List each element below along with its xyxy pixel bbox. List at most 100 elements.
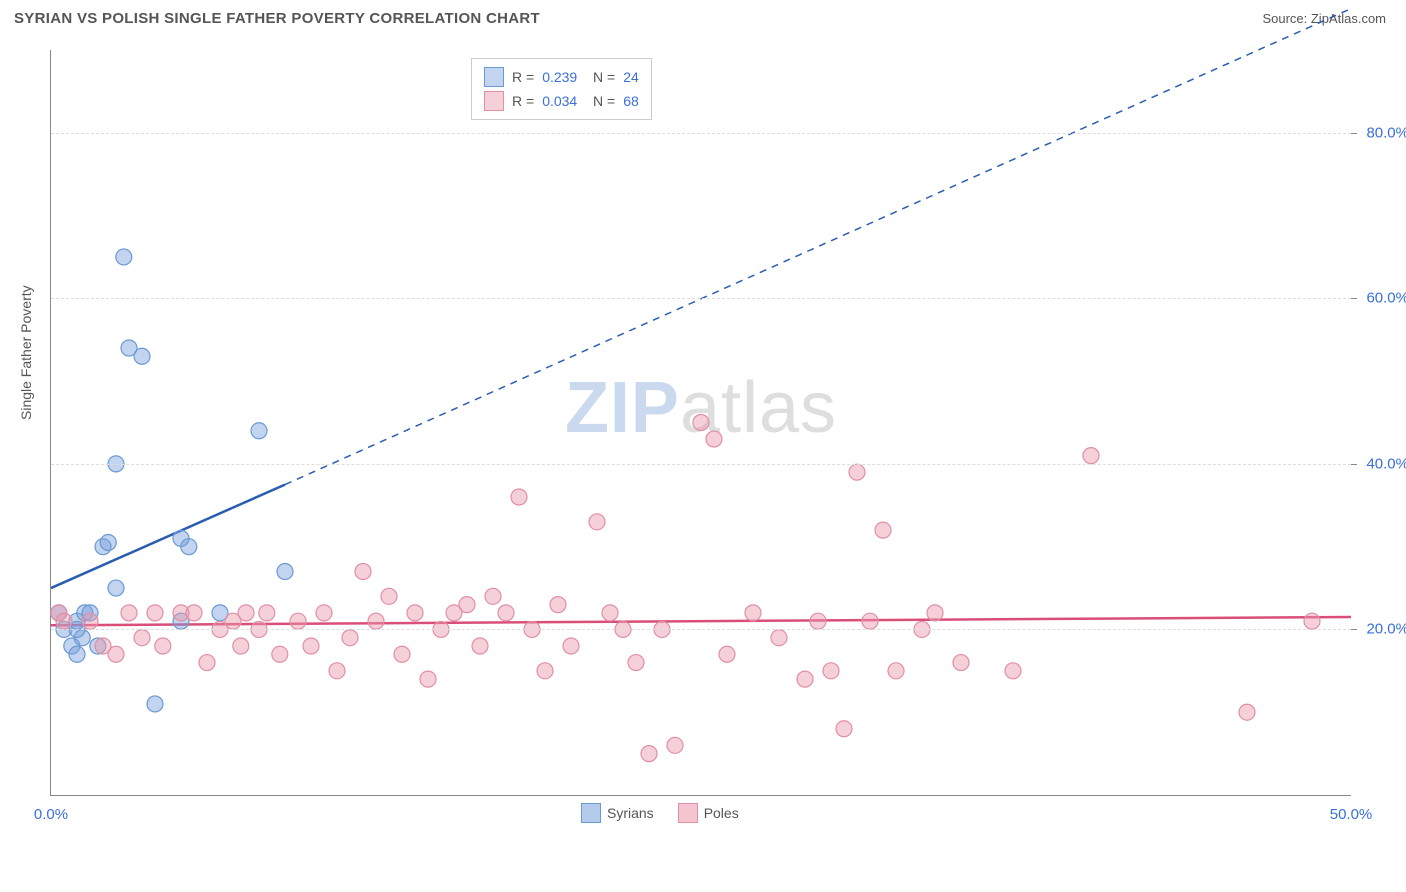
x-tick-label: 50.0% bbox=[1330, 806, 1373, 823]
data-point bbox=[100, 535, 116, 551]
swatch-syrians bbox=[484, 67, 504, 87]
data-point bbox=[303, 638, 319, 654]
chart-title: SYRIAN VS POLISH SINGLE FATHER POVERTY C… bbox=[14, 10, 540, 27]
data-point bbox=[368, 613, 384, 629]
chart-source: Source: ZipAtlas.com bbox=[1262, 11, 1386, 26]
chart-header: SYRIAN VS POLISH SINGLE FATHER POVERTY C… bbox=[0, 0, 1406, 33]
y-tick-label: 80.0% bbox=[1366, 124, 1406, 141]
r-value-syrians: 0.239 bbox=[542, 69, 577, 85]
data-point bbox=[355, 564, 371, 580]
data-point bbox=[745, 605, 761, 621]
data-point bbox=[875, 522, 891, 538]
data-point bbox=[420, 671, 436, 687]
chart-plot-area: ZIPatlas R = 0.239 N = 24 R = 0.034 N = … bbox=[50, 50, 1351, 796]
legend-label-poles: Poles bbox=[704, 805, 739, 821]
data-point bbox=[155, 638, 171, 654]
data-point bbox=[810, 613, 826, 629]
gridline bbox=[51, 464, 1351, 465]
data-point bbox=[953, 655, 969, 671]
gridline bbox=[51, 133, 1351, 134]
data-point bbox=[1304, 613, 1320, 629]
data-point bbox=[381, 588, 397, 604]
data-point bbox=[498, 605, 514, 621]
n-value-syrians: 24 bbox=[623, 69, 639, 85]
data-point bbox=[259, 605, 275, 621]
data-point bbox=[56, 613, 72, 629]
data-point bbox=[836, 721, 852, 737]
data-point bbox=[108, 646, 124, 662]
data-point bbox=[69, 646, 85, 662]
data-point bbox=[238, 605, 254, 621]
data-point bbox=[719, 646, 735, 662]
data-point bbox=[121, 605, 137, 621]
y-axis-label: Single Father Poverty bbox=[18, 285, 34, 420]
data-point bbox=[1239, 704, 1255, 720]
data-point bbox=[1083, 448, 1099, 464]
data-point bbox=[108, 580, 124, 596]
data-point bbox=[602, 605, 618, 621]
scatter-svg bbox=[51, 50, 1351, 795]
data-point bbox=[472, 638, 488, 654]
data-point bbox=[147, 696, 163, 712]
data-point bbox=[693, 415, 709, 431]
y-tick-label: 20.0% bbox=[1366, 621, 1406, 638]
data-point bbox=[181, 539, 197, 555]
legend-series: Syrians Poles bbox=[581, 803, 739, 823]
data-point bbox=[459, 597, 475, 613]
data-point bbox=[563, 638, 579, 654]
gridline bbox=[51, 298, 1351, 299]
data-point bbox=[589, 514, 605, 530]
data-point bbox=[537, 663, 553, 679]
data-point bbox=[1005, 663, 1021, 679]
data-point bbox=[927, 605, 943, 621]
trendline-solid bbox=[51, 485, 285, 588]
data-point bbox=[233, 638, 249, 654]
data-point bbox=[407, 605, 423, 621]
legend-correlation: R = 0.239 N = 24 R = 0.034 N = 68 bbox=[471, 58, 652, 120]
data-point bbox=[199, 655, 215, 671]
y-tick-mark bbox=[1351, 298, 1357, 299]
data-point bbox=[82, 613, 98, 629]
x-tick-label: 0.0% bbox=[34, 806, 68, 823]
data-point bbox=[290, 613, 306, 629]
data-point bbox=[706, 431, 722, 447]
data-point bbox=[888, 663, 904, 679]
data-point bbox=[251, 423, 267, 439]
data-point bbox=[797, 671, 813, 687]
data-point bbox=[134, 348, 150, 364]
swatch-poles-bottom bbox=[678, 803, 698, 823]
data-point bbox=[485, 588, 501, 604]
data-point bbox=[849, 464, 865, 480]
data-point bbox=[147, 605, 163, 621]
data-point bbox=[329, 663, 345, 679]
legend-row-poles: R = 0.034 N = 68 bbox=[484, 89, 639, 113]
y-tick-mark bbox=[1351, 629, 1357, 630]
legend-item-poles: Poles bbox=[678, 803, 739, 823]
swatch-poles bbox=[484, 91, 504, 111]
y-tick-mark bbox=[1351, 133, 1357, 134]
data-point bbox=[667, 737, 683, 753]
y-tick-label: 60.0% bbox=[1366, 290, 1406, 307]
data-point bbox=[134, 630, 150, 646]
data-point bbox=[342, 630, 358, 646]
legend-row-syrians: R = 0.239 N = 24 bbox=[484, 65, 639, 89]
data-point bbox=[862, 613, 878, 629]
legend-label-syrians: Syrians bbox=[607, 805, 654, 821]
data-point bbox=[628, 655, 644, 671]
data-point bbox=[277, 564, 293, 580]
data-point bbox=[186, 605, 202, 621]
gridline bbox=[51, 629, 1351, 630]
data-point bbox=[116, 249, 132, 265]
data-point bbox=[771, 630, 787, 646]
data-point bbox=[550, 597, 566, 613]
data-point bbox=[823, 663, 839, 679]
data-point bbox=[316, 605, 332, 621]
n-value-poles: 68 bbox=[623, 93, 639, 109]
data-point bbox=[272, 646, 288, 662]
y-tick-label: 40.0% bbox=[1366, 455, 1406, 472]
data-point bbox=[641, 746, 657, 762]
trendline-dashed bbox=[285, 9, 1351, 485]
data-point bbox=[511, 489, 527, 505]
legend-item-syrians: Syrians bbox=[581, 803, 654, 823]
r-value-poles: 0.034 bbox=[542, 93, 577, 109]
